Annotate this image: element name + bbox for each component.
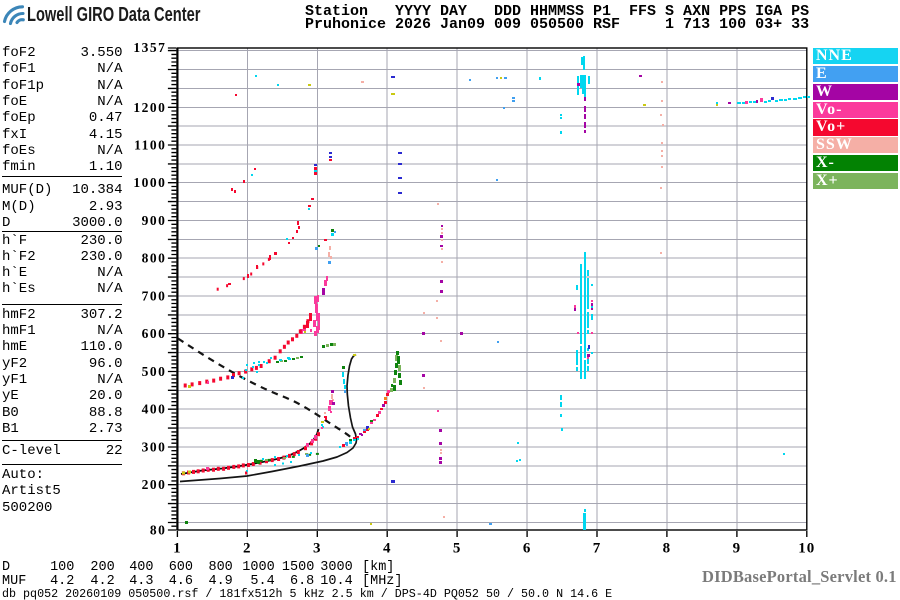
svg-text:1000: 1000 [133,175,166,190]
svg-text:900: 900 [142,213,167,228]
svg-text:80: 80 [150,523,167,538]
svg-text:5: 5 [453,541,462,557]
svg-text:400: 400 [142,402,167,417]
svg-text:600: 600 [142,326,167,341]
svg-text:7: 7 [593,541,602,557]
svg-text:9: 9 [733,541,742,557]
svg-text:8: 8 [663,541,672,557]
svg-text:500: 500 [142,364,167,379]
svg-text:1100: 1100 [134,138,166,153]
svg-text:4: 4 [383,541,392,557]
svg-text:1200: 1200 [133,100,166,115]
svg-text:1357: 1357 [133,40,166,55]
svg-text:10: 10 [798,541,815,557]
svg-text:1: 1 [173,541,182,557]
svg-text:700: 700 [142,289,167,304]
svg-text:200: 200 [142,477,167,492]
svg-text:800: 800 [142,251,167,266]
svg-text:3: 3 [313,541,322,557]
svg-text:6: 6 [523,541,532,557]
svg-text:2: 2 [243,541,252,557]
svg-text:300: 300 [142,440,167,455]
